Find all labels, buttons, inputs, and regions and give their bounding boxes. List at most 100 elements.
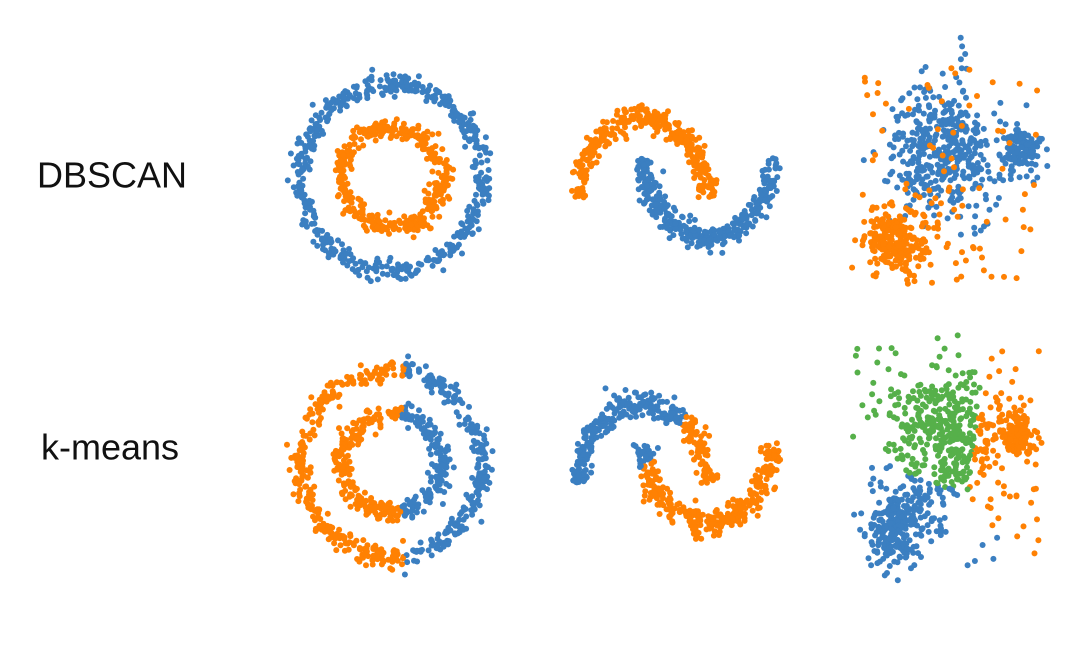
- dot: [374, 555, 381, 562]
- dot: [379, 263, 386, 270]
- dot: [306, 436, 313, 443]
- dot: [947, 197, 954, 204]
- dot: [923, 394, 930, 401]
- dot: [886, 441, 893, 447]
- dot: [369, 214, 376, 221]
- dot: [1032, 485, 1039, 492]
- dot: [763, 214, 770, 221]
- dot: [342, 487, 349, 494]
- dot: [756, 504, 763, 511]
- dot: [290, 491, 297, 498]
- dot: [306, 126, 313, 133]
- dot: [478, 483, 485, 490]
- dot: [913, 254, 919, 261]
- dot: [469, 474, 476, 481]
- dot: [599, 423, 606, 430]
- dot: [302, 414, 309, 421]
- dot: [859, 242, 866, 249]
- dot: [934, 219, 941, 226]
- dot: [879, 127, 886, 134]
- dot: [593, 159, 600, 166]
- dot: [926, 434, 933, 441]
- dot: [679, 235, 686, 242]
- dot: [302, 148, 309, 155]
- dot: [648, 460, 655, 467]
- dot: [312, 228, 319, 235]
- dot: [959, 186, 966, 193]
- dot: [346, 92, 353, 98]
- dot: [337, 173, 343, 180]
- dot: [698, 479, 705, 486]
- dot: [979, 465, 986, 472]
- dot: [691, 519, 698, 526]
- dot: [640, 498, 647, 505]
- dot: [335, 192, 342, 198]
- dot: [335, 237, 341, 244]
- dot: [955, 183, 962, 190]
- dot: [895, 401, 902, 408]
- dot: [1035, 435, 1042, 441]
- dot: [409, 127, 416, 134]
- dot: [358, 372, 365, 379]
- dot: [881, 541, 887, 547]
- dot: [466, 224, 473, 231]
- dot: [349, 479, 356, 486]
- dot: [350, 135, 357, 142]
- dot: [318, 109, 325, 116]
- dot: [385, 127, 392, 134]
- dot: [1006, 140, 1013, 146]
- dot: [753, 483, 760, 490]
- dot: [970, 244, 976, 250]
- dot: [379, 90, 385, 97]
- dot: [910, 196, 917, 203]
- dot: [426, 181, 433, 188]
- dot: [958, 273, 965, 280]
- dot: [633, 404, 640, 411]
- dot: [340, 259, 346, 266]
- dot: [902, 112, 909, 119]
- dot: [659, 398, 666, 405]
- dot: [306, 491, 312, 498]
- dot: [939, 152, 946, 159]
- dot: [654, 501, 661, 508]
- dot: [623, 411, 630, 418]
- dot: [982, 137, 989, 144]
- dot: [954, 332, 961, 339]
- dot: [861, 218, 868, 225]
- dot: [873, 529, 880, 536]
- dot: [993, 137, 1000, 144]
- dot: [999, 465, 1005, 472]
- dot: [363, 380, 370, 387]
- dot: [933, 479, 940, 486]
- dot: [358, 136, 364, 143]
- dot: [575, 472, 582, 479]
- dot: [593, 138, 600, 145]
- dot: [414, 558, 421, 565]
- dot: [294, 192, 301, 199]
- dot: [651, 490, 658, 497]
- dot: [582, 467, 589, 473]
- dot: [656, 189, 663, 196]
- dot: [369, 66, 376, 73]
- dot: [314, 242, 321, 249]
- dot: [453, 409, 460, 416]
- dot: [350, 95, 357, 102]
- dot: [576, 170, 583, 177]
- dot: [936, 93, 943, 100]
- dot: [368, 498, 375, 505]
- dot: [917, 84, 923, 91]
- dot: [871, 242, 878, 248]
- dot: [964, 464, 970, 471]
- dot: [405, 400, 412, 407]
- dot: [673, 414, 680, 421]
- dot: [980, 125, 987, 132]
- dot: [468, 507, 475, 514]
- dot: [376, 83, 383, 90]
- dot: [987, 496, 994, 503]
- dot: [586, 155, 593, 162]
- dot: [909, 236, 916, 242]
- dot: [683, 414, 690, 420]
- dot: [346, 471, 353, 478]
- dot: [938, 200, 944, 207]
- dot: [931, 471, 938, 478]
